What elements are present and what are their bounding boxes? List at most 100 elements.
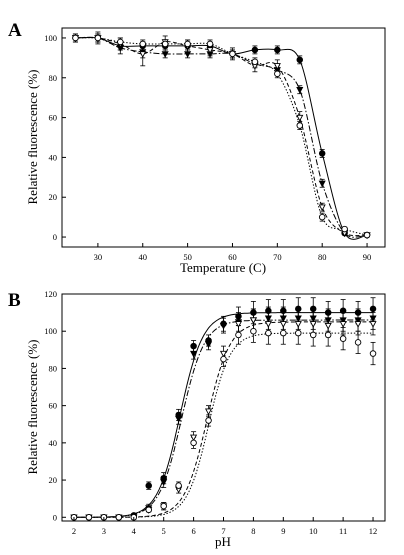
data-point-b <box>294 315 302 323</box>
data-point-b <box>339 321 347 328</box>
data-point-a <box>318 204 326 212</box>
data-point-b <box>190 434 198 442</box>
data-point-b <box>295 329 302 337</box>
x-tick-label-a: 80 <box>318 252 327 262</box>
data-point-b <box>175 482 182 489</box>
series-layer-b <box>70 297 377 522</box>
x-tick-label-a: 70 <box>273 252 282 262</box>
data-point-b <box>309 305 317 313</box>
data-point-b <box>249 317 257 325</box>
x-axis-label-a: Temperature (C) <box>180 260 266 275</box>
data-point-b <box>339 317 347 325</box>
data-point-a <box>117 38 124 46</box>
y-tick-label-b: 120 <box>44 289 57 299</box>
data-point-b <box>369 321 377 328</box>
data-point-a <box>318 150 326 157</box>
y-tick-label-a: 40 <box>49 152 58 162</box>
data-point-b <box>160 502 167 510</box>
data-point-b <box>354 321 362 328</box>
data-point-b <box>234 321 242 328</box>
data-point-b <box>280 329 287 337</box>
data-point-a <box>161 51 169 58</box>
data-point-a <box>251 46 259 54</box>
data-point-b <box>264 315 272 323</box>
panel-label-b: B <box>8 290 21 311</box>
y-tick-label-b: 100 <box>44 326 57 336</box>
data-point-a <box>251 58 259 66</box>
y-tick-label-b: 20 <box>49 475 58 485</box>
data-point-a <box>341 225 348 233</box>
data-point-b <box>160 479 168 486</box>
x-tick-label-b: 10 <box>309 526 318 536</box>
data-point-a <box>206 47 214 54</box>
data-point-b <box>309 321 317 328</box>
data-point-b <box>190 350 198 358</box>
x-tick-label-a: 60 <box>228 252 237 262</box>
data-point-b <box>190 439 197 447</box>
y-tick-label-a: 100 <box>44 33 57 43</box>
data-point-b <box>190 342 197 350</box>
data-point-a <box>363 231 371 239</box>
panel-label-a: A <box>8 20 22 41</box>
data-point-a <box>296 122 304 129</box>
y-tick-label-a: 0 <box>53 232 57 242</box>
data-point-b <box>265 307 272 314</box>
data-point-b <box>295 305 302 313</box>
data-point-b <box>250 309 257 316</box>
data-point-b <box>324 309 332 316</box>
y-axis-label-b: Relative fluorescence (%) <box>25 340 40 475</box>
data-point-b <box>145 482 152 489</box>
y-tick-label-b: 0 <box>53 512 57 522</box>
data-point-a <box>94 34 102 42</box>
data-point-b <box>354 309 362 316</box>
x-tick-label-a: 90 <box>363 252 372 262</box>
x-tick-label-a: 30 <box>94 252 103 262</box>
data-point-b <box>264 321 272 328</box>
data-point-a <box>229 50 236 58</box>
x-axis-label-b: pH <box>215 534 231 549</box>
x-tick-label-b: 6 <box>191 526 195 536</box>
data-point-b <box>369 350 377 357</box>
data-point-b <box>205 408 213 416</box>
data-point-a <box>139 40 146 48</box>
data-point-b <box>219 322 228 330</box>
data-point-b <box>324 331 332 339</box>
data-point-a <box>139 51 147 58</box>
data-point-b <box>279 315 287 323</box>
fit-curve-b <box>74 332 373 518</box>
data-point-b <box>309 315 317 323</box>
data-point-b <box>339 335 347 342</box>
data-point-b <box>280 307 287 314</box>
data-point-b <box>145 506 152 514</box>
plot-frame-a <box>61 27 386 248</box>
chart-panel-a: 30 40 50 60 70 80 90 0 20 40 60 80 100 Temperature (… <box>25 27 386 275</box>
data-point-a <box>296 87 304 94</box>
data-point-b <box>265 329 272 337</box>
x-tick-label-b: 11 <box>339 526 347 536</box>
y-tick-label-b: 40 <box>49 438 58 448</box>
x-tick-label-b: 2 <box>72 526 76 536</box>
data-point-b <box>219 350 228 358</box>
data-point-b <box>324 317 332 325</box>
data-point-a <box>206 40 214 48</box>
x-tick-label-b: 5 <box>162 526 166 536</box>
x-tick-label-b: 12 <box>369 526 378 536</box>
data-point-a <box>274 46 281 54</box>
data-point-b <box>250 327 257 335</box>
data-point-a <box>296 56 304 64</box>
data-point-a <box>296 114 304 122</box>
x-tick-label-b: 7 <box>221 526 225 536</box>
x-tick-label-b: 4 <box>132 526 137 536</box>
data-point-b <box>235 331 242 339</box>
data-point-a <box>72 34 79 42</box>
data-point-a <box>318 180 326 188</box>
series-line-a <box>75 36 368 238</box>
data-point-b <box>324 322 332 330</box>
x-tick-label-a: 40 <box>139 252 148 262</box>
data-point-b <box>115 514 123 521</box>
y-tick-label-a: 20 <box>49 192 58 202</box>
data-point-a <box>184 51 192 58</box>
